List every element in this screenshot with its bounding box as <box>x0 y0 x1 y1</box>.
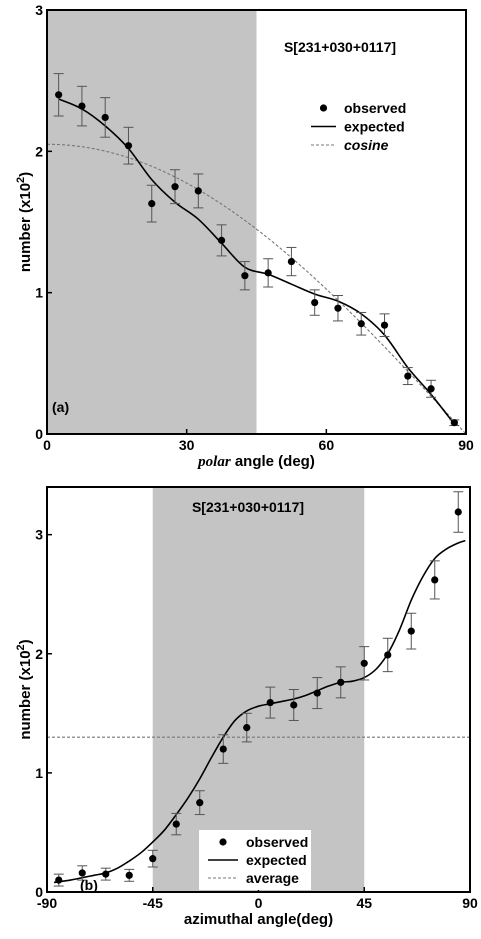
legend: observed expected average <box>199 830 311 890</box>
shaded-region <box>152 487 365 892</box>
x-tick-label: 90 <box>462 895 478 911</box>
legend-observed-label: observed <box>344 100 406 116</box>
x-tick-label: 0 <box>255 895 263 911</box>
y-tick-label: 0 <box>35 884 43 900</box>
x-axis-label-italic: polar <box>196 454 231 470</box>
x-tick-label: -45 <box>143 895 163 911</box>
x-tick-label: 0 <box>43 437 51 453</box>
y-axis-label-exponent: 2 <box>15 644 27 650</box>
legend: observed expected cosine <box>300 95 411 157</box>
data-point <box>194 187 202 195</box>
y-tick-label: 2 <box>35 143 43 159</box>
data-point <box>124 142 133 150</box>
x-tick-label: 30 <box>179 437 195 453</box>
y-tick-label: 3 <box>35 2 43 18</box>
data-point <box>454 508 462 516</box>
data-point <box>313 689 321 697</box>
plot-frame <box>46 9 467 435</box>
data-point <box>384 651 392 659</box>
data-point <box>172 820 180 828</box>
data-point <box>243 724 251 732</box>
x-axis-label-rest: angle (deg) <box>231 453 315 470</box>
cosine-curve <box>47 143 466 434</box>
x-tick-label: 90 <box>458 437 474 453</box>
data-point <box>217 236 226 244</box>
data-point <box>55 91 63 99</box>
legend-observed-marker <box>219 838 227 846</box>
legend-observed-label: observed <box>246 834 308 850</box>
data-point <box>264 269 272 277</box>
data-point <box>427 385 435 393</box>
data-point <box>290 701 298 709</box>
y-axis-label-exponent: 2 <box>15 177 27 183</box>
data-point <box>407 627 415 635</box>
chart-panel-b: -90 -45 0 45 90 0 1 2 3 S[231+030+0117] (b) observe… <box>15 486 478 928</box>
chart-title: S[231+030+0117] <box>192 499 304 515</box>
legend-reference-label: average <box>246 870 299 886</box>
data-point <box>241 272 249 280</box>
y-axis-label-close: ) <box>17 639 34 644</box>
data-point <box>101 113 109 122</box>
data-point <box>357 320 365 328</box>
y-tick-label: 1 <box>35 765 43 781</box>
data-point <box>404 372 412 380</box>
chart-panel-a: 0 30 60 90 0 1 2 3 S[231+030+0117] (a) observed exp… <box>15 2 474 470</box>
x-axis-label: polar angle (deg) <box>196 453 315 470</box>
y-tick-label: 0 <box>35 426 43 442</box>
data-point <box>431 576 439 584</box>
data-point <box>196 799 204 807</box>
y-axis-label-main: number (x10 <box>17 650 34 739</box>
x-tick-label: -90 <box>37 895 57 911</box>
legend-expected-label: expected <box>246 852 307 868</box>
panel-label: (b) <box>80 877 98 893</box>
y-tick-label: 3 <box>35 527 43 543</box>
x-axis-label: azimuthal angle(deg) <box>184 911 333 928</box>
data-point <box>55 876 63 884</box>
panel-label: (a) <box>52 399 69 415</box>
data-point <box>125 871 133 879</box>
legend-observed-marker <box>319 104 328 112</box>
data-point <box>287 257 296 266</box>
expected-curve <box>53 539 466 884</box>
data-point <box>266 699 274 707</box>
data-point <box>380 321 389 329</box>
y-tick-label: 2 <box>35 646 43 662</box>
chart-title: S[231+030+0117] <box>284 39 396 55</box>
y-axis-label: number (x102) <box>15 172 34 272</box>
data-point <box>171 183 179 191</box>
y-axis-label: number (x102) <box>15 639 34 739</box>
data-point <box>334 304 342 312</box>
x-tick-label: 60 <box>319 437 335 453</box>
y-axis-label-close: ) <box>17 172 34 177</box>
data-point <box>219 745 227 753</box>
data-point <box>78 869 86 877</box>
x-tick-label: 45 <box>356 895 372 911</box>
legend-reference-label: cosine <box>344 137 389 153</box>
data-point <box>148 200 156 208</box>
data-point <box>337 678 345 686</box>
data-point <box>311 298 319 307</box>
legend-expected-label: expected <box>344 119 405 135</box>
y-axis-label-main: number (x10 <box>17 183 34 272</box>
y-tick-label: 1 <box>35 285 43 301</box>
data-point <box>360 659 368 667</box>
data-point <box>102 870 110 878</box>
data-point <box>149 855 157 863</box>
data-point <box>450 419 458 427</box>
data-point <box>78 102 86 110</box>
